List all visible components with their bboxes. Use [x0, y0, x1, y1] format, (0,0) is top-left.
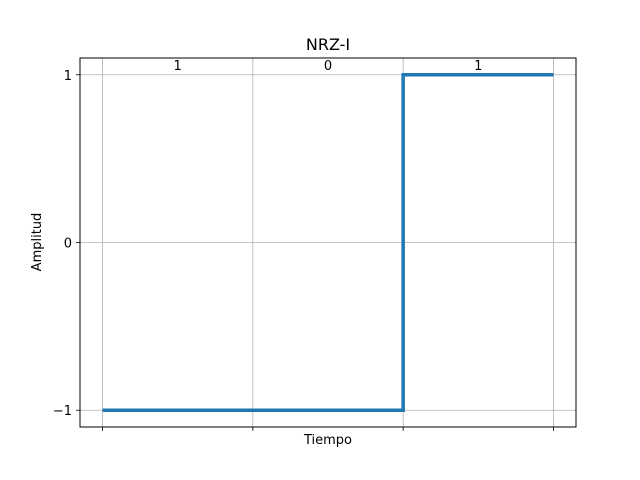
bit-label-0: 1 [174, 59, 182, 74]
y-tick-label-2: 1 [64, 69, 72, 84]
x-axis-label: Tiempo [303, 433, 352, 448]
bit-labels: 1 0 1 [174, 59, 483, 74]
y-tick-label-1: 0 [64, 237, 72, 252]
y-axis-label: Amplitud [30, 213, 45, 272]
plot-frame [79, 57, 577, 428]
x-axis-ticks [102, 427, 554, 431]
y-axis-ticks: −1 0 1 [53, 69, 80, 419]
bit-label-2: 1 [474, 59, 482, 74]
series [102, 73, 554, 412]
chart-title: NRZ-I [306, 35, 350, 54]
signal-line [102, 73, 554, 412]
y-tick-label-0: −1 [53, 404, 72, 419]
grid [80, 58, 576, 427]
bit-label-1: 0 [324, 59, 332, 74]
